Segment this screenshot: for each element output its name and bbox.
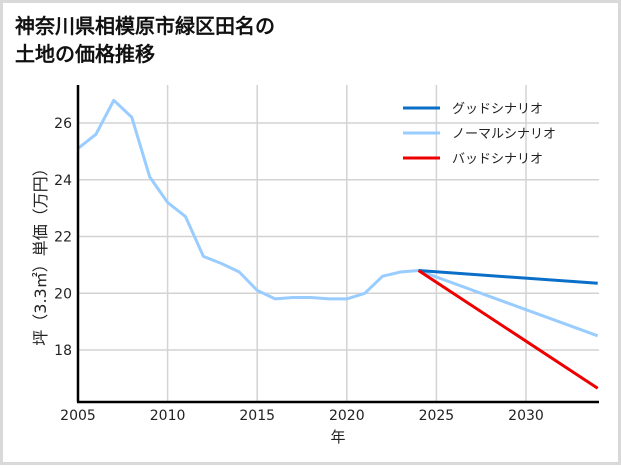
x-tick-label: 2030 — [508, 408, 544, 424]
x-tick-label: 2005 — [60, 408, 96, 424]
y-tick-label: 26 — [54, 116, 72, 132]
series-line — [418, 269, 598, 285]
y-tick-label: 20 — [54, 286, 72, 302]
line-chart: 2005 2010 2015 2020 2025 2030 26 24 22 20 18 年 坪（… — [31, 85, 599, 446]
y-tick-label: 24 — [54, 173, 72, 189]
legend-label: グッドシナリオ — [452, 102, 543, 117]
grid-lines — [77, 85, 599, 402]
y-tick-label: 18 — [54, 343, 72, 359]
x-tick-label: 2025 — [419, 408, 455, 424]
x-tick-label: 2015 — [239, 408, 275, 424]
chart-title: 神奈川県相模原市緑区田名の 土地の価格推移 — [15, 12, 275, 68]
y-tick-labels: 26 24 22 20 18 — [54, 116, 72, 359]
series-line — [77, 98, 419, 301]
chart-title-line2: 土地の価格推移 — [15, 42, 155, 66]
x-tick-label: 2020 — [329, 408, 365, 424]
y-axis-label: 坪（3.3㎡）単価（万円） — [31, 160, 50, 345]
legend-label: ノーマルシナリオ — [452, 127, 556, 142]
series-lines — [77, 98, 599, 390]
y-tick-label: 22 — [54, 230, 72, 246]
series-line — [417, 269, 599, 338]
axes — [76, 85, 599, 404]
series-line — [417, 269, 599, 390]
chart-title-line1: 神奈川県相模原市緑区田名の — [15, 14, 275, 38]
x-tick-label: 2010 — [150, 408, 186, 424]
x-axis-label: 年 — [330, 428, 345, 446]
legend-label: バッドシナリオ — [452, 152, 543, 167]
x-tick-labels: 2005 2010 2015 2020 2025 2030 — [60, 408, 544, 424]
